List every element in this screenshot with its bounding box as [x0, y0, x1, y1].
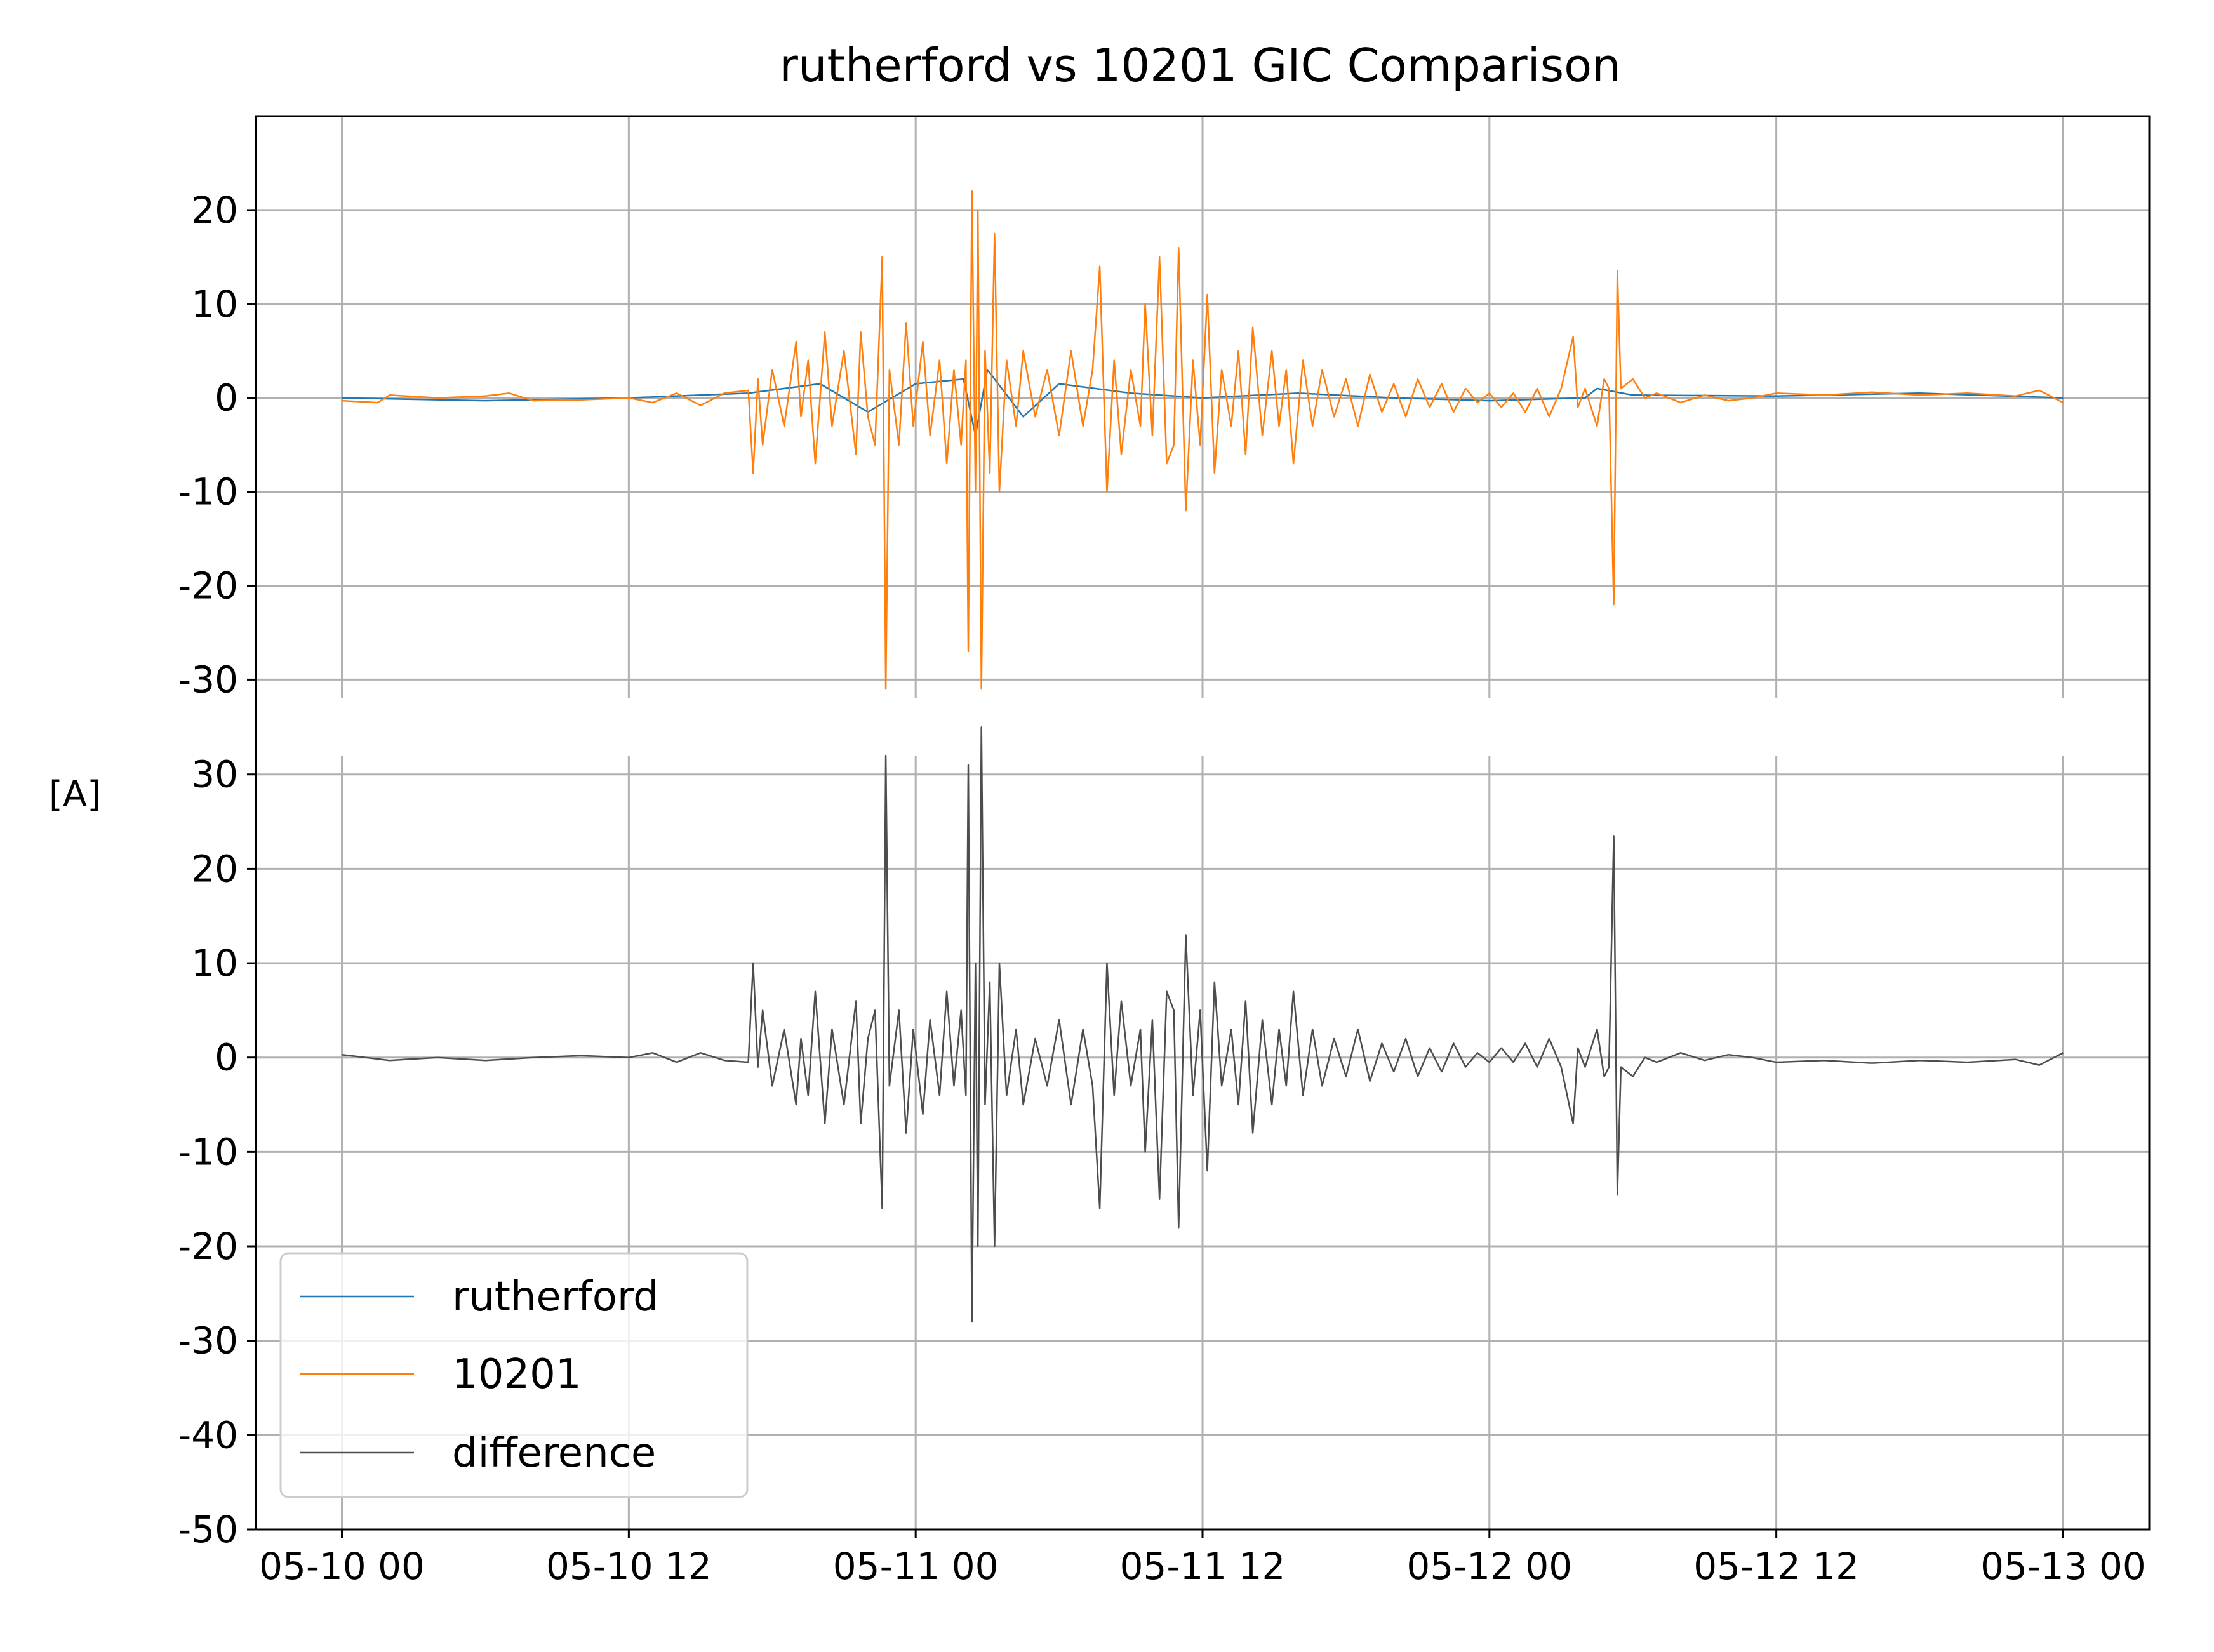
- ytick-label-top-2: 0: [215, 376, 238, 420]
- ytick-label-bottom-7: -40: [178, 1413, 238, 1456]
- xtick-label-1: 05-10 12: [546, 1545, 712, 1588]
- legend-label-difference: difference: [452, 1430, 656, 1477]
- ytick-label-top-4: -20: [178, 564, 238, 608]
- ytick-label-top-0: 20: [191, 189, 238, 232]
- x-ticks: 05-10 00 05-10 12 05-11 00 05-11 12 05-12 00…: [259, 1529, 2146, 1588]
- ytick-label-bottom-2: 10: [191, 942, 238, 985]
- series-line-10201: [342, 190, 2064, 690]
- ytick-label-bottom-0: 30: [191, 753, 238, 796]
- ytick-label-top-5: -30: [178, 658, 238, 701]
- legend-label-10201: 10201: [452, 1351, 582, 1398]
- xtick-label-2: 05-11 00: [833, 1545, 999, 1588]
- ytick-label-bottom-3: 0: [215, 1036, 238, 1079]
- y-axis-label: [A]: [49, 774, 101, 815]
- ytick-label-bottom-4: -10: [178, 1130, 238, 1173]
- series-line-difference: [342, 726, 2064, 1323]
- y-ticks: 20 10 0 -10 -20 -30 30 20 10 0 -10 -20 -30 -40 -50: [178, 189, 256, 1551]
- chart-title: rutherford vs 10201 GIC Comparison: [779, 39, 1621, 92]
- xtick-label-6: 05-13 00: [1980, 1545, 2146, 1588]
- ytick-label-bottom-8: -50: [178, 1508, 238, 1551]
- xtick-label-4: 05-12 00: [1406, 1545, 1572, 1588]
- legend-box: [279, 1252, 749, 1498]
- ytick-label-bottom-1: 20: [191, 847, 238, 890]
- legend: rutherford 10201 difference: [279, 1252, 749, 1498]
- legend-label-rutherford: rutherford: [452, 1274, 659, 1321]
- xtick-label-5: 05-12 12: [1693, 1545, 1859, 1588]
- xtick-label-0: 05-10 00: [259, 1545, 425, 1588]
- ytick-label-bottom-5: -20: [178, 1225, 238, 1268]
- series-layer: [342, 190, 2064, 1323]
- xtick-label-3: 05-11 12: [1120, 1545, 1286, 1588]
- ytick-label-bottom-6: -30: [178, 1319, 238, 1362]
- ytick-label-top-3: -10: [178, 470, 238, 514]
- ytick-label-top-1: 10: [191, 283, 238, 326]
